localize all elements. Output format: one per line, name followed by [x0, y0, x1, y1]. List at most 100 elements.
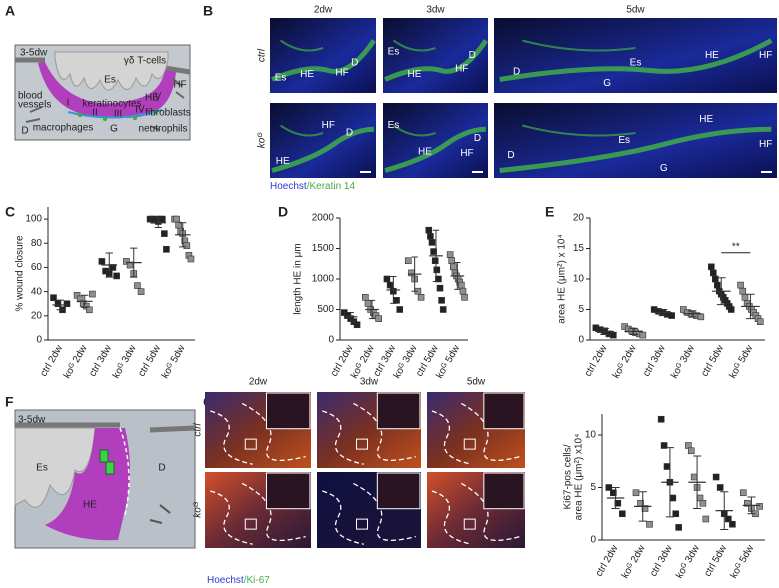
column-label: 3dw: [360, 377, 379, 388]
schematic-label: vessels: [18, 100, 51, 111]
schematic-label: γδ T-cells: [124, 56, 166, 67]
schematic-numeral: I: [67, 98, 70, 109]
inset: [483, 472, 525, 510]
y-tick-label: 15: [573, 243, 585, 254]
schematic-numeral: V: [155, 92, 162, 103]
column-label: 2dw: [249, 377, 268, 388]
data-point: [364, 300, 372, 307]
basement-line: [67, 109, 163, 119]
data-point: [639, 331, 647, 339]
data-point: [657, 415, 665, 423]
data-point: [729, 520, 736, 528]
data-point: [739, 489, 747, 497]
keratin-signal: [280, 39, 324, 52]
cell: [77, 112, 83, 118]
error-bar: [81, 294, 89, 308]
micrograph: [205, 472, 311, 548]
data-point: [98, 258, 106, 265]
panel-label: D: [278, 204, 288, 220]
keratin-signal: [499, 126, 772, 173]
y-tick-label: 100: [25, 214, 42, 225]
tissue-label: HE: [699, 114, 713, 125]
tissue-label: HE: [705, 50, 719, 61]
data-point: [436, 284, 444, 292]
y-tick-label: 10: [573, 274, 585, 285]
boundary: [431, 482, 521, 545]
x-tick-label: koᴳ 2dw: [620, 543, 648, 581]
schematic-label: G: [110, 124, 118, 135]
tissue-label: HE: [408, 69, 422, 80]
panel-label: F: [5, 394, 14, 410]
y-tick-label: 1500: [312, 243, 335, 254]
x-tick-label: koᴳ 5dw: [160, 343, 188, 381]
stain-legend: Hoechst/Keratin 14: [270, 181, 355, 192]
keratin-signal: [384, 39, 488, 82]
y-tick-label: 20: [31, 310, 43, 321]
data-point: [393, 297, 400, 304]
y-tick-label: 2000: [312, 213, 335, 224]
stain-part: Hoechst: [207, 575, 244, 586]
data-point: [619, 510, 626, 518]
error-bar: [720, 491, 729, 530]
tissue-label: HE: [276, 156, 290, 167]
micrograph: [427, 472, 525, 554]
x-tick-label: ctrl 3dw: [641, 343, 668, 379]
data-point: [448, 257, 456, 265]
cells: [149, 504, 171, 524]
data-point: [610, 331, 617, 339]
row-label: koᴳ: [193, 501, 204, 518]
x-tick-label: ctrl 5dw: [699, 343, 726, 379]
micrograph: [205, 392, 311, 468]
schematic-f: [14, 409, 196, 549]
data-point: [438, 297, 445, 304]
data-point: [54, 300, 62, 308]
column-label: 3dw: [426, 5, 445, 16]
column-label: 2dw: [314, 5, 333, 16]
tissue-label: HE: [418, 146, 432, 157]
significance-label: **: [732, 241, 740, 252]
axis-line: [601, 414, 765, 541]
error-bar: [687, 310, 697, 318]
error-bar: [179, 222, 187, 248]
y-tick-label: 0: [36, 335, 42, 346]
x-tick-label: ctrl 2dw: [583, 343, 610, 379]
boundary: [210, 402, 306, 465]
tissue-label: D: [351, 58, 358, 69]
schematic-label: Es: [36, 463, 48, 474]
tissue-label: D: [469, 50, 476, 61]
data-point: [610, 489, 617, 497]
roi: [463, 518, 476, 530]
keratin-signal: [392, 124, 436, 137]
stain-legend: Hoechst/Ki-67: [207, 575, 270, 586]
data-point: [741, 293, 749, 301]
data-point: [461, 293, 468, 301]
error-bar: [611, 487, 620, 509]
error-bar: [130, 247, 138, 278]
schematic-a: [14, 44, 191, 141]
panel-label: A: [5, 3, 15, 19]
x-tick-label: koᴳ 3dw: [674, 543, 702, 581]
data-point: [63, 300, 71, 308]
tissue-label: HF: [759, 139, 772, 150]
stain-part: /Keratin 14: [307, 181, 356, 192]
keratinocyte-region: [45, 428, 130, 541]
tissue-label: HF: [455, 64, 468, 75]
data-point: [727, 306, 735, 313]
error-bar: [746, 293, 755, 320]
error-bar: [432, 229, 440, 282]
data-point: [431, 257, 439, 265]
data-point: [173, 215, 180, 223]
schematic-label: HF: [173, 80, 186, 91]
data-point: [697, 313, 705, 321]
data-point: [353, 321, 361, 329]
cell: [99, 449, 109, 463]
data-point: [737, 281, 744, 289]
inset: [376, 392, 421, 430]
cells: [25, 77, 185, 131]
data-point: [716, 484, 724, 491]
data-point: [161, 230, 168, 237]
epidermis: [15, 422, 196, 433]
cell: [102, 116, 108, 122]
data-point: [713, 281, 721, 289]
data-point: [417, 293, 425, 301]
